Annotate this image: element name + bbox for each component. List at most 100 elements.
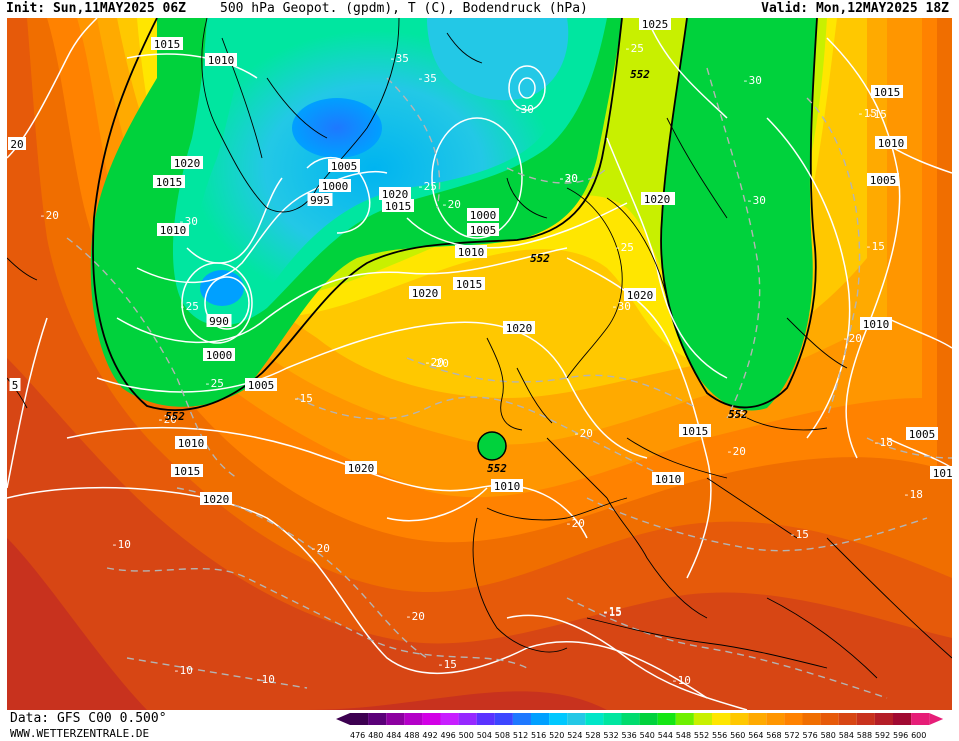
geopotential-552-line [92,18,818,412]
isotherm-label: -20 [441,198,461,211]
isobar-label-text: 1015 [385,200,412,213]
isobar-label-text: 1010 [178,437,205,450]
scale-label: 496 [441,731,456,740]
isotherm-label-text: -15 [865,240,885,253]
isotherm-label: -10 [255,673,275,686]
isotherm-label: -18 [903,488,923,501]
isobar-label-text: 990 [209,315,229,328]
isobar-label-box [200,492,232,505]
isobar-label-text: 1020 [412,287,439,300]
isotherm-label-text: -15 [602,606,622,619]
isotherm-label-text: -15 [293,392,313,405]
isobar-label-text: 1005 [870,174,897,187]
isobar-label-box [328,159,360,172]
isobar-label-text: 1020 [506,322,533,335]
scale-swatch [693,713,712,725]
scale-label: 508 [495,731,510,740]
isotherm-label: -20 [310,542,330,555]
isotherm-label: -20 [39,209,59,222]
isobar-label-text: 1010 [655,473,682,486]
isotherm-label: -30 [558,172,578,185]
isobar-label: 1015 [453,277,485,291]
isobar-label-text: 1020 [382,188,409,201]
isotherm-label-text: -20 [573,427,593,440]
isobar-label-box [379,187,411,200]
isobar-label: 1010 [455,245,487,259]
isobar-label-text: 1015 [682,425,709,438]
scale-label: 536 [622,731,637,740]
isobar-label: 20 [8,137,26,151]
isotherm-label: -20 [429,357,449,370]
isotherm-label: -35 [389,52,409,65]
isotherm-label: -30 [742,74,762,87]
weather-map: 1015 1010 1020 1015 1010 1005 1000 995 990 1000 10… [7,18,952,710]
isotherm-label-text: -15 [789,528,809,541]
isotherm-label-text: -20 [39,209,59,222]
isobar-label-box [871,85,903,98]
isotherm-label-text: -30 [611,300,631,313]
parameter-title: 500 hPa Geopot. (gpdm), T (C), Bodendruc… [220,1,588,16]
scale-label: 512 [513,731,528,740]
isotherm-label-text: -20 [310,542,330,555]
scale-label: 516 [531,731,546,740]
scale-label: 584 [839,731,854,740]
isobar-label-box [867,173,899,186]
isobar-label-box [906,427,938,440]
scale-label: 532 [603,731,618,740]
scale-label: 568 [766,731,781,740]
fill-trough-east [660,18,817,411]
isobar-label: 1005 [467,223,499,237]
isotherm-label: -25 [726,408,746,421]
scale-swatch [657,713,676,725]
scale-swatch [440,713,459,725]
isobar-label-box [319,179,351,192]
isobar-label-box [382,199,414,212]
isotherm-label: -10 [111,538,131,551]
isobar-label-box [467,208,499,221]
isobar-label: 1025 [639,18,671,31]
isobar-label: 1015 [153,175,185,189]
scale-label: 556 [712,731,727,740]
fill-core-2 [200,270,244,306]
isotherm-label: -20 [405,610,425,623]
isotherm-label-text: -20 [424,356,444,369]
isobar-label: 1010 [491,479,523,493]
isobar-label: 1005 [245,378,277,392]
isobar-label-box [679,424,711,437]
isobar-label-text: 1025 [642,18,669,31]
isobar-label: 990 [206,314,232,328]
scale-swatch [802,713,821,725]
isobar-label-text: 1000 [206,349,233,362]
isobar-label-box [639,18,671,30]
isobar-label-box [157,223,189,236]
scale-swatch [422,713,441,725]
isotherm-label-group: -35-25-30-35 -30-25-20-15-30-25-25-20-15-… [39,42,923,687]
map-header: Init: Sun,11MAY2025 06Z 500 hPa Geopot. … [0,0,959,18]
isotherm-label: -25 [179,300,199,313]
isotherm-label-text: -20 [842,332,862,345]
isotherm-label: -15 [789,528,809,541]
scale-swatch [549,713,568,725]
isobar-label: 1010 [205,53,237,67]
isobar-label: 1005 [906,427,938,441]
geopotential-label-group: 552 552 552 552 552 [165,68,748,475]
scale-label: 588 [857,731,872,740]
isobar-label: 1010 [875,136,907,150]
isotherm-label-text: -25 [204,377,224,390]
scale-label: 580 [821,731,836,740]
isobar-label: 1020 [503,321,535,335]
isobar-label: 1015 [679,424,711,438]
isotherm-label-text: -18 [903,488,923,501]
scale-swatch [368,713,387,725]
scale-label: 500 [459,731,474,740]
scale-label: 600 [911,731,926,740]
isobar-label-text: 1000 [470,209,497,222]
scale-swatch [386,713,405,725]
isobar-label: 1020 [624,288,656,302]
isobar-label-box [151,37,183,50]
isobar-label-box [875,136,907,149]
scale-swatch [585,713,604,725]
isobar-label-box [203,348,235,361]
isobar-label: 1000 [319,179,351,193]
isobar-label-text: 1020 [348,462,375,475]
